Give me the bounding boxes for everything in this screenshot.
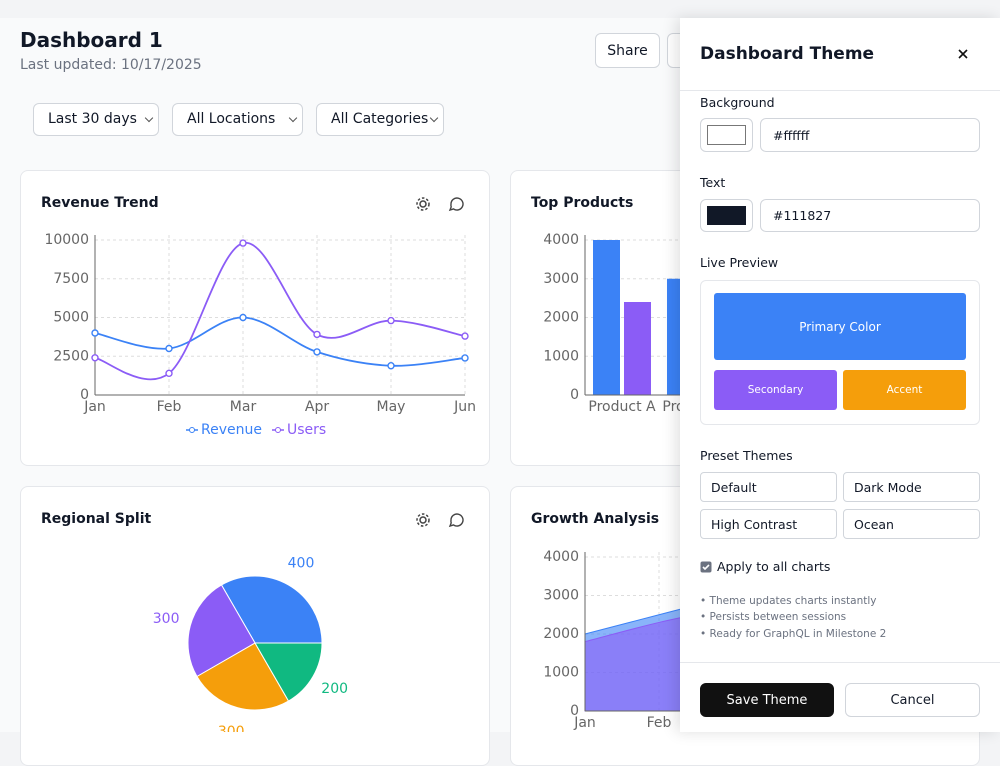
preset-button[interactable]: High Contrast xyxy=(700,509,837,539)
panel-title: Dashboard Theme xyxy=(700,44,875,64)
card-icons[interactable] xyxy=(415,196,475,212)
card-title: Top Products xyxy=(531,195,634,211)
note: • Ready for GraphQL in Milestone 2 xyxy=(700,628,887,640)
chart-card: Regional Split xyxy=(20,486,490,766)
card-icons[interactable] xyxy=(415,512,475,528)
location-select[interactable]: All Locations xyxy=(172,103,303,136)
card-title: Revenue Trend xyxy=(41,195,159,211)
checkbox-label: Apply to all charts xyxy=(717,559,831,574)
label: Live Preview xyxy=(700,255,779,270)
last-updated: Last updated: 10/17/2025 xyxy=(20,57,202,73)
preset-button[interactable]: Default xyxy=(700,472,837,502)
note: • Persists between sessions xyxy=(700,611,847,623)
label: Text xyxy=(700,175,726,190)
page: Dashboard 1 Last updated: 10/17/2025 Sha… xyxy=(0,0,1000,750)
save-button[interactable]: Save Theme xyxy=(700,683,834,717)
card-title: Regional Split xyxy=(41,511,152,527)
divider xyxy=(680,662,1000,663)
category-select[interactable]: All Categories xyxy=(316,103,444,136)
label: Preset Themes xyxy=(700,448,793,463)
primary-preview: Primary Color xyxy=(714,293,966,360)
theme-panel: Dashboard Theme Background #ffffff Text … xyxy=(680,18,1000,732)
chart-card: Revenue Trend xyxy=(20,170,490,466)
color-swatch[interactable] xyxy=(700,118,753,152)
dashboard-title: Dashboard 1 xyxy=(20,28,163,52)
note: • Theme updates charts instantly xyxy=(700,595,877,607)
color-input[interactable]: #111827 xyxy=(760,199,980,232)
secondary-preview: Secondary xyxy=(714,370,837,410)
preset-button[interactable]: Ocean xyxy=(843,509,980,539)
share-button[interactable]: Share xyxy=(595,33,660,68)
divider xyxy=(680,90,1000,91)
checkbox[interactable] xyxy=(700,561,712,573)
close-button[interactable] xyxy=(958,49,968,59)
cancel-button[interactable]: Cancel xyxy=(845,683,980,717)
card-title: Growth Analysis xyxy=(531,511,660,527)
color-input[interactable]: #ffffff xyxy=(760,118,980,152)
preset-button[interactable]: Dark Mode xyxy=(843,472,980,502)
label: Background xyxy=(700,95,775,110)
accent-preview: Accent xyxy=(843,370,966,410)
preview-box xyxy=(700,280,980,425)
date-select[interactable]: Last 30 days xyxy=(33,103,159,136)
color-swatch[interactable] xyxy=(700,199,753,232)
